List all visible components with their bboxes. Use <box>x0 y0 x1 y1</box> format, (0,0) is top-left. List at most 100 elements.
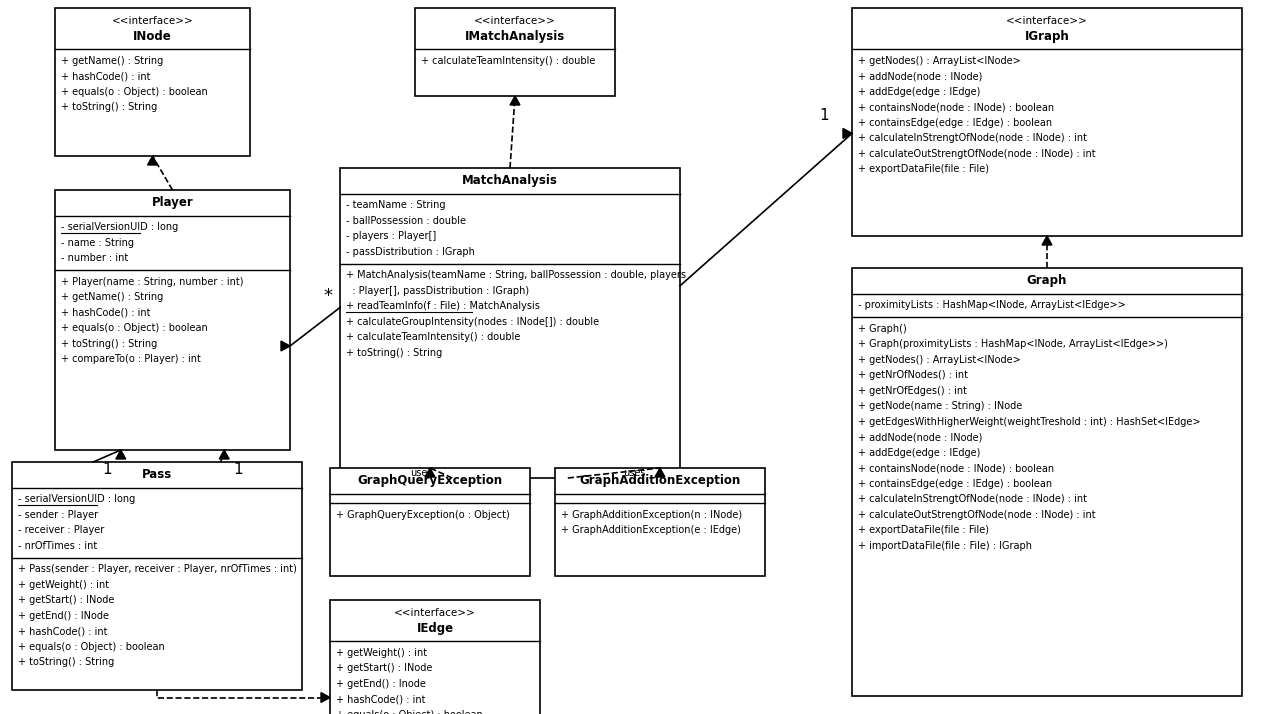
Text: + calculateGroupIntensity(nodes : INode[]) : double: + calculateGroupIntensity(nodes : INode[… <box>346 317 599 327</box>
Text: - name : String: - name : String <box>61 238 134 248</box>
Text: 1: 1 <box>103 463 111 478</box>
Text: + addEdge(edge : IEdge): + addEdge(edge : IEdge) <box>858 448 980 458</box>
Text: Graph: Graph <box>1027 274 1067 287</box>
Text: + addNode(node : INode): + addNode(node : INode) <box>858 432 982 442</box>
Text: - serialVersionUID : long: - serialVersionUID : long <box>61 222 179 232</box>
Text: + equals(o : Object) : boolean: + equals(o : Object) : boolean <box>61 323 208 333</box>
Bar <box>11 462 303 690</box>
Text: + addNode(node : INode): + addNode(node : INode) <box>858 71 982 81</box>
Polygon shape <box>843 129 852 139</box>
Text: - ballPossession : double: - ballPossession : double <box>346 216 466 226</box>
Bar <box>54 8 249 156</box>
Text: MatchAnalysis: MatchAnalysis <box>462 174 558 187</box>
Bar <box>330 468 530 576</box>
Polygon shape <box>1042 236 1052 245</box>
Text: IGraph: IGraph <box>1024 30 1070 43</box>
Text: + containsNode(node : INode) : boolean: + containsNode(node : INode) : boolean <box>858 102 1055 112</box>
Text: + getNrOfEdges() : int: + getNrOfEdges() : int <box>858 386 967 396</box>
Polygon shape <box>116 450 125 459</box>
Bar <box>415 8 615 96</box>
Bar <box>330 600 541 714</box>
Text: - sender : Player: - sender : Player <box>18 510 99 520</box>
Text: + getName() : String: + getName() : String <box>61 292 163 302</box>
Text: + calculateTeamIntensity() : double: + calculateTeamIntensity() : double <box>422 56 595 66</box>
Text: + toString() : String: + toString() : String <box>346 348 442 358</box>
Polygon shape <box>510 96 520 105</box>
Text: uses: uses <box>410 468 433 478</box>
Text: + getNrOfNodes() : int: + getNrOfNodes() : int <box>858 371 968 381</box>
Text: + containsNode(node : INode) : boolean: + containsNode(node : INode) : boolean <box>858 463 1055 473</box>
Text: + calculateTeamIntensity() : double: + calculateTeamIntensity() : double <box>346 332 520 342</box>
Text: <<interface>>: <<interface>> <box>1006 16 1087 26</box>
Text: + containsEdge(edge : IEdge) : boolean: + containsEdge(edge : IEdge) : boolean <box>858 479 1052 489</box>
Polygon shape <box>219 450 229 459</box>
Text: uses: uses <box>623 468 646 478</box>
Text: + equals(o : Object) : boolean: + equals(o : Object) : boolean <box>335 710 482 714</box>
Text: : Player[], passDistribution : IGraph): : Player[], passDistribution : IGraph) <box>346 286 529 296</box>
Text: + getName() : String: + getName() : String <box>61 56 163 66</box>
Text: + importDataFile(file : File) : IGraph: + importDataFile(file : File) : IGraph <box>858 540 1032 550</box>
Text: + getEnd() : INode: + getEnd() : INode <box>18 610 109 620</box>
Text: + hashCode() : int: + hashCode() : int <box>61 71 151 81</box>
Text: + toString() : String: + toString() : String <box>61 102 157 112</box>
Text: + toString() : String: + toString() : String <box>61 338 157 348</box>
Text: IEdge: IEdge <box>417 622 453 635</box>
Text: + getNodes() : ArrayList<INode>: + getNodes() : ArrayList<INode> <box>858 56 1020 66</box>
Text: INode: INode <box>133 30 172 43</box>
Text: + containsEdge(edge : IEdge) : boolean: + containsEdge(edge : IEdge) : boolean <box>858 118 1052 128</box>
Text: 1: 1 <box>233 463 243 478</box>
Bar <box>852 268 1242 696</box>
Polygon shape <box>148 156 157 165</box>
Text: - receiver : Player: - receiver : Player <box>18 526 104 536</box>
Text: + calculateOutStrengtOfNode(node : INode) : int: + calculateOutStrengtOfNode(node : INode… <box>858 510 1095 520</box>
Text: + readTeamInfo(f : File) : MatchAnalysis: + readTeamInfo(f : File) : MatchAnalysis <box>346 301 539 311</box>
Text: + Pass(sender : Player, receiver : Player, nrOfTimes : int): + Pass(sender : Player, receiver : Playe… <box>18 564 296 574</box>
Text: - number : int: - number : int <box>61 253 128 263</box>
Text: + hashCode() : int: + hashCode() : int <box>335 694 425 704</box>
Text: Player: Player <box>152 196 194 209</box>
Text: + hashCode() : int: + hashCode() : int <box>61 308 151 318</box>
Text: + GraphAdditionException(e : IEdge): + GraphAdditionException(e : IEdge) <box>561 525 741 535</box>
Polygon shape <box>655 468 665 477</box>
Text: - passDistribution : IGraph: - passDistribution : IGraph <box>346 247 475 257</box>
Text: + calculateInStrengtOfNode(node : INode) : int: + calculateInStrengtOfNode(node : INode)… <box>858 494 1087 504</box>
Text: + getStart() : INode: + getStart() : INode <box>18 595 114 605</box>
Text: GraphQueryException: GraphQueryException <box>357 474 503 487</box>
Text: <<interface>>: <<interface>> <box>394 608 476 618</box>
Bar <box>555 468 765 576</box>
Text: + GraphAdditionException(n : INode): + GraphAdditionException(n : INode) <box>561 510 742 520</box>
Text: + Player(name : String, number : int): + Player(name : String, number : int) <box>61 277 243 287</box>
Text: + exportDataFile(file : File): + exportDataFile(file : File) <box>858 164 989 174</box>
Text: *: * <box>324 286 333 304</box>
Text: + getStart() : INode: + getStart() : INode <box>335 663 433 673</box>
Text: 1: 1 <box>819 108 829 123</box>
Bar <box>54 190 290 450</box>
Polygon shape <box>281 341 290 351</box>
Text: + getWeight() : int: + getWeight() : int <box>335 648 427 658</box>
Bar <box>852 8 1242 236</box>
Text: + getNodes() : ArrayList<INode>: + getNodes() : ArrayList<INode> <box>858 355 1020 365</box>
Text: <<interface>>: <<interface>> <box>111 16 194 26</box>
Text: + calculateOutStrengtOfNode(node : INode) : int: + calculateOutStrengtOfNode(node : INode… <box>858 149 1095 159</box>
Text: + getEnd() : Inode: + getEnd() : Inode <box>335 679 425 689</box>
Text: + equals(o : Object) : boolean: + equals(o : Object) : boolean <box>61 86 208 97</box>
Text: + compareTo(o : Player) : int: + compareTo(o : Player) : int <box>61 354 201 364</box>
Text: + getEdgesWithHigherWeight(weightTreshold : int) : HashSet<IEdge>: + getEdgesWithHigherWeight(weightTreshol… <box>858 417 1200 427</box>
Text: - players : Player[]: - players : Player[] <box>346 231 437 241</box>
Text: - teamName : String: - teamName : String <box>346 200 446 210</box>
Text: + addEdge(edge : IEdge): + addEdge(edge : IEdge) <box>858 86 980 97</box>
Text: + exportDataFile(file : File): + exportDataFile(file : File) <box>858 526 989 536</box>
Text: + calculateInStrengtOfNode(node : INode) : int: + calculateInStrengtOfNode(node : INode)… <box>858 134 1087 144</box>
Text: Pass: Pass <box>142 468 172 481</box>
Text: + hashCode() : int: + hashCode() : int <box>18 626 108 636</box>
Text: <<interface>>: <<interface>> <box>475 16 556 26</box>
Polygon shape <box>322 693 330 703</box>
Text: + toString() : String: + toString() : String <box>18 658 114 668</box>
Bar <box>341 168 680 478</box>
Text: + MatchAnalysis(teamName : String, ballPossession : double, players: + MatchAnalysis(teamName : String, ballP… <box>346 271 686 281</box>
Text: - serialVersionUID : long: - serialVersionUID : long <box>18 494 135 504</box>
Text: + getWeight() : int: + getWeight() : int <box>18 580 109 590</box>
Text: + GraphQueryException(o : Object): + GraphQueryException(o : Object) <box>335 510 510 520</box>
Text: + Graph(proximityLists : HashMap<INode, ArrayList<IEdge>>): + Graph(proximityLists : HashMap<INode, … <box>858 339 1167 349</box>
Text: IMatchAnalysis: IMatchAnalysis <box>465 30 565 43</box>
